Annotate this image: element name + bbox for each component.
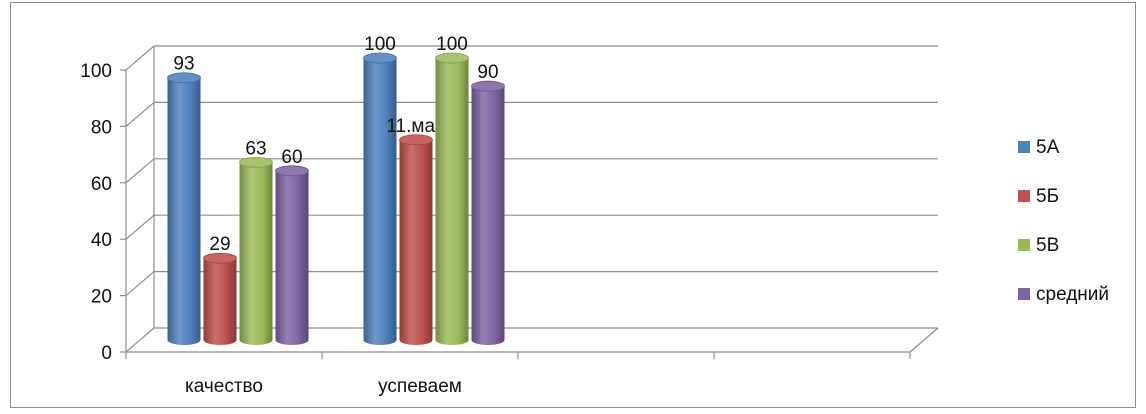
bar-body xyxy=(399,139,433,345)
y-tick-label: 100 xyxy=(80,61,112,82)
data-label: 60 xyxy=(281,147,302,168)
legend-swatch xyxy=(1018,239,1030,251)
bar-top xyxy=(239,156,273,168)
bar xyxy=(167,72,201,346)
bar-body xyxy=(167,77,201,346)
y-tick-label: 0 xyxy=(101,343,112,364)
data-label: 29 xyxy=(209,234,230,255)
bar xyxy=(203,252,237,345)
bar-body xyxy=(471,86,505,345)
side-wall-line xyxy=(125,45,155,71)
side-wall-line xyxy=(125,101,155,127)
bar-body xyxy=(275,170,309,345)
side-wall-line xyxy=(125,327,155,353)
bar xyxy=(239,156,273,345)
side-wall-line xyxy=(125,271,155,297)
data-label: 100 xyxy=(364,34,396,55)
floor-edge xyxy=(909,327,939,353)
legend-swatch xyxy=(1018,141,1030,153)
y-axis-ticks: 0 20 40 60 80 100 xyxy=(80,61,126,364)
y-tick-label: 60 xyxy=(91,174,112,195)
bar-body xyxy=(203,258,237,345)
bar xyxy=(363,52,397,345)
bars: 93 29 63 60 100 11.мар 100 90 xyxy=(167,34,505,346)
data-label: 93 xyxy=(173,54,194,75)
bar-body xyxy=(239,162,273,345)
legend-swatch xyxy=(1018,190,1030,202)
bar-body xyxy=(363,58,397,345)
data-label: 63 xyxy=(245,138,266,159)
bar-top xyxy=(275,165,309,177)
x-category-label: качество xyxy=(185,376,263,397)
y-tick-label: 40 xyxy=(91,230,112,251)
bar xyxy=(435,52,469,345)
legend-swatch xyxy=(1018,288,1030,300)
y-tick-label: 80 xyxy=(91,117,112,138)
bar-top xyxy=(363,52,397,64)
legend-label: 5А xyxy=(1036,137,1060,158)
legend-label: 5В xyxy=(1036,235,1059,256)
bar-top xyxy=(203,252,237,264)
bar-top xyxy=(399,134,433,146)
legend-label: средний xyxy=(1036,284,1109,305)
bar-top xyxy=(435,52,469,64)
bar-top xyxy=(471,80,505,92)
side-wall-line xyxy=(125,158,155,184)
y-tick-label: 20 xyxy=(91,287,112,308)
bar-top xyxy=(167,72,201,84)
bar xyxy=(471,80,505,345)
side-wall-line xyxy=(125,214,155,240)
data-label: 90 xyxy=(477,62,498,83)
data-label: 100 xyxy=(436,34,468,55)
bar xyxy=(399,134,433,345)
legend-label: 5Б xyxy=(1036,186,1059,207)
bar xyxy=(275,165,309,345)
x-axis-categories: качество успеваем xyxy=(125,352,911,397)
x-category-label: успеваем xyxy=(378,376,462,397)
bar-body xyxy=(435,58,469,345)
legend: 5А 5Б 5В средний xyxy=(1018,137,1109,305)
data-label: 11.мар xyxy=(386,116,445,137)
